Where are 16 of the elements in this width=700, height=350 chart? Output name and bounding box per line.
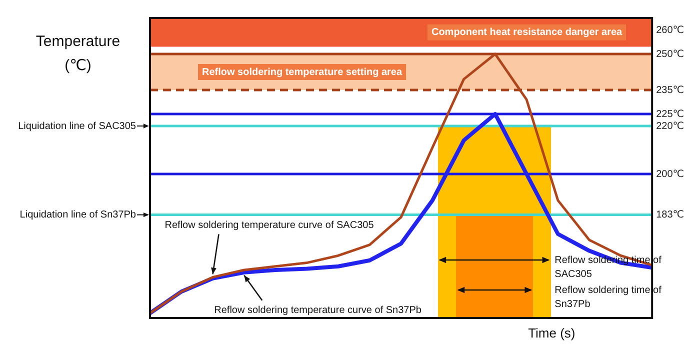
y-tick-label: 235℃ (656, 84, 684, 96)
ref-line-label: Liquidation line of Sn37Pb (20, 210, 136, 221)
annotation: Reflow soldering time of Sn37Pb (554, 284, 662, 310)
annotation: Reflow soldering temperature curve of SAC305 (164, 220, 374, 231)
y-tick-label: 250℃ (656, 48, 684, 60)
y-tick-label: 220℃ (656, 120, 684, 132)
y-tick-label: 260℃ (656, 24, 684, 36)
y-tick-label: 200℃ (656, 168, 684, 180)
y-axis-title: Temperature (℃) (36, 33, 120, 74)
x-axis-title: Time (s) (528, 326, 576, 341)
y-tick-label: 183℃ (656, 210, 684, 221)
band-label: Reflow soldering temperature setting area (202, 66, 402, 78)
ref-line-label: Liquidation line of SAC305 (18, 120, 136, 132)
y-tick-label: 225℃ (656, 108, 684, 120)
band-label: Component heat resistance danger area (431, 27, 623, 38)
annotation: Reflow soldering temperature curve of Sn37Pb (214, 305, 422, 316)
